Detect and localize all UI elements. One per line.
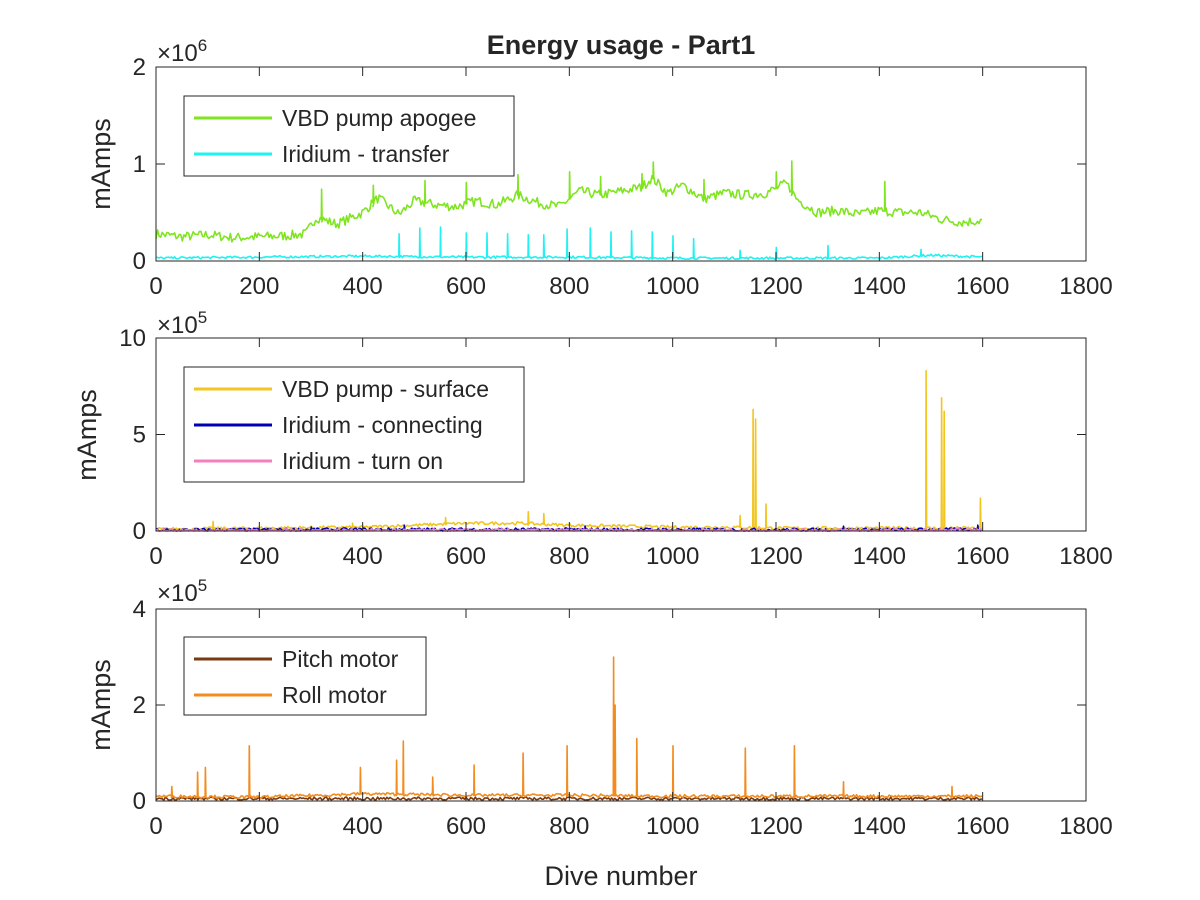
legend-label: Iridium - turn on xyxy=(282,448,443,474)
x-tick-label: 400 xyxy=(343,543,383,570)
legend-label: Pitch motor xyxy=(282,646,399,672)
x-tick-label: 1000 xyxy=(646,543,699,570)
y-tick-label: 5 xyxy=(133,422,146,449)
x-tick-label: 1600 xyxy=(956,543,1009,570)
legend: VBD pump apogee Iridium - transfer xyxy=(183,95,515,177)
x-tick-label: 200 xyxy=(239,273,279,300)
legend-label: VBD pump - surface xyxy=(282,376,489,402)
y-exponent-label: ×105 xyxy=(157,576,207,607)
x-tick-label: 1800 xyxy=(1059,543,1112,570)
x-tick-label: 0 xyxy=(149,813,162,840)
y-tick-label: 2 xyxy=(133,692,146,719)
x-tick-label: 400 xyxy=(343,813,383,840)
x-tick-label: 800 xyxy=(549,273,589,300)
x-tick-label: 1600 xyxy=(956,273,1009,300)
x-tick-label: 1000 xyxy=(646,273,699,300)
energy-panel-2: mAmps ×105 0 200 400 600 800 1000 1200 1400 1600… xyxy=(72,308,1113,570)
axes: 0 200 400 600 800 1000 1200 1400 1600 1800 0 1 2 xyxy=(133,54,1113,300)
x-tick-label: 600 xyxy=(446,813,486,840)
y-axis-label: mAmps xyxy=(86,659,116,751)
legend-label: Roll motor xyxy=(282,682,387,708)
x-tick-label: 1400 xyxy=(853,273,906,300)
y-tick-label: 0 xyxy=(133,248,146,275)
y-exponent-label: ×105 xyxy=(157,308,207,339)
x-tick-label: 0 xyxy=(149,543,162,570)
legend-box xyxy=(183,95,515,177)
legend: VBD pump - surface Iridium - connecting Ir… xyxy=(183,366,525,483)
chart-title: Energy usage - Part1 xyxy=(487,30,756,60)
x-tick-label: 600 xyxy=(446,273,486,300)
x-axis-label: Dive number xyxy=(544,861,697,891)
legend-box xyxy=(183,636,427,716)
y-axis-label: mAmps xyxy=(72,389,102,481)
x-tick-label: 1800 xyxy=(1059,273,1112,300)
y-tick-label: 0 xyxy=(133,518,146,545)
y-tick-label: 10 xyxy=(119,325,146,352)
x-tick-label: 200 xyxy=(239,813,279,840)
x-tick-label: 1200 xyxy=(749,813,802,840)
legend-label: Iridium - transfer xyxy=(282,141,450,167)
y-tick-label: 2 xyxy=(133,54,146,81)
x-tick-label: 800 xyxy=(549,543,589,570)
axes: 0 200 400 600 800 1000 1200 1400 1600 1800 0 2 4 xyxy=(133,596,1113,840)
y-tick-label: 0 xyxy=(133,788,146,815)
y-axis-label: mAmps xyxy=(86,118,116,210)
axes: 0 200 400 600 800 1000 1200 1400 1600 1800 0 5 10 xyxy=(119,325,1112,570)
series-line-iridium-transfer xyxy=(155,226,983,260)
energy-panel-1: Energy usage - Part1 mAmps ×106 0 200 400 6… xyxy=(86,30,1113,300)
x-tick-label: 1600 xyxy=(956,813,1009,840)
x-tick-label: 1800 xyxy=(1059,813,1112,840)
x-tick-label: 1200 xyxy=(749,273,802,300)
y-tick-label: 1 xyxy=(133,151,146,178)
x-tick-label: 1200 xyxy=(749,543,802,570)
x-tick-label: 1400 xyxy=(853,543,906,570)
x-tick-label: 400 xyxy=(343,273,383,300)
x-tick-label: 0 xyxy=(149,273,162,300)
x-tick-label: 800 xyxy=(549,813,589,840)
x-tick-label: 200 xyxy=(239,543,279,570)
x-tick-label: 600 xyxy=(446,543,486,570)
y-exponent-label: ×106 xyxy=(157,36,207,67)
series-line-roll-motor xyxy=(155,656,983,800)
x-tick-label: 1400 xyxy=(853,813,906,840)
series-lines xyxy=(155,160,983,260)
legend-label: Iridium - connecting xyxy=(282,412,483,438)
energy-panel-3: mAmps ×105 Dive number 0 200 400 600 800 1000… xyxy=(86,576,1113,891)
y-tick-label: 4 xyxy=(133,596,146,623)
series-line-vbd-pump-apogee xyxy=(155,160,983,243)
legend-label: VBD pump apogee xyxy=(282,105,476,131)
legend: Pitch motor Roll motor xyxy=(183,636,427,716)
x-tick-label: 1000 xyxy=(646,813,699,840)
